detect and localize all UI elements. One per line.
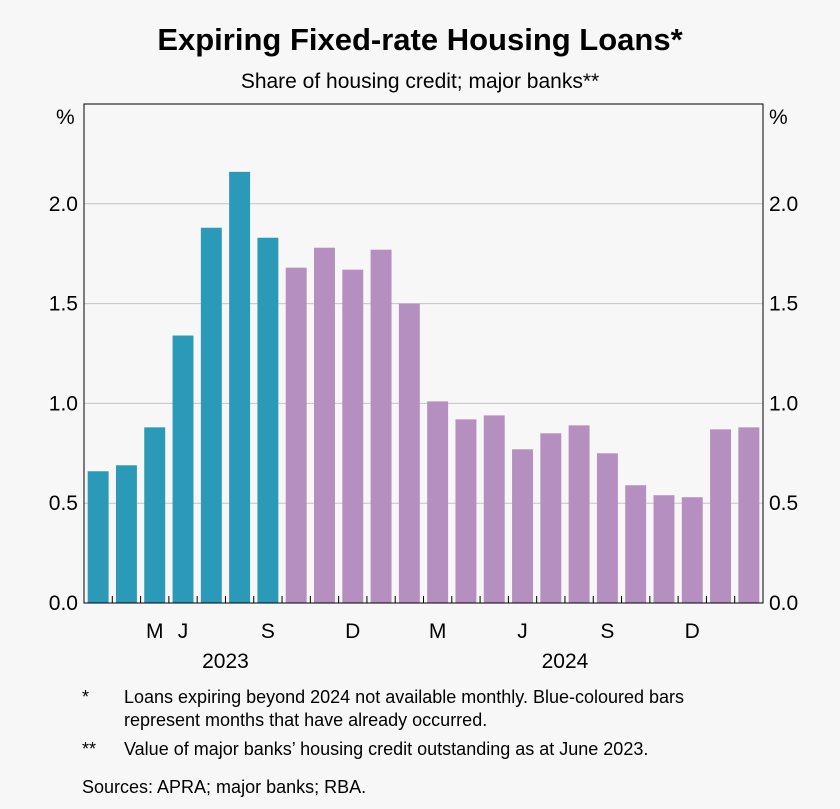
bar <box>596 453 618 603</box>
y-tick-label-right: 1.0 <box>769 392 798 415</box>
x-tick-label: S <box>600 620 614 643</box>
bar <box>455 419 477 603</box>
bar <box>398 303 420 603</box>
y-unit-right: % <box>769 106 788 129</box>
bar <box>427 401 449 603</box>
x-tick-label: D <box>345 620 360 643</box>
x-tick-label: S <box>261 620 275 643</box>
y-tick-label-right: 0.0 <box>769 592 798 615</box>
bar <box>229 171 251 603</box>
x-year-label: 2023 <box>202 650 249 673</box>
chart-title: Expiring Fixed-rate Housing Loans* <box>157 22 683 57</box>
footnote-1-mark: * <box>82 687 90 707</box>
x-tick-label: M <box>146 620 164 643</box>
y-tick-label-right: 1.5 <box>769 293 798 316</box>
x-year-label: 2024 <box>542 650 589 673</box>
y-unit-left: % <box>56 106 75 129</box>
x-tick-label: D <box>685 620 700 643</box>
sources: Sources: APRA; major banks; RBA. <box>82 777 367 797</box>
bar <box>483 415 505 603</box>
bar <box>738 427 760 603</box>
bar <box>710 429 732 603</box>
bar <box>681 497 703 603</box>
y-tick-label-left: 1.5 <box>49 293 78 316</box>
footnote-1: * Loans expiring beyond 2024 not availab… <box>82 686 744 732</box>
y-tick-label-left: 0.5 <box>49 492 78 515</box>
footnote-2: ** Value of major banks’ housing credit … <box>82 738 744 761</box>
y-tick-label-left: 1.0 <box>49 392 78 415</box>
y-tick-label-left: 2.0 <box>49 193 78 216</box>
footnotes: * Loans expiring beyond 2024 not availab… <box>82 686 744 761</box>
bar <box>115 465 137 603</box>
chart-subtitle: Share of housing credit; major banks** <box>240 70 600 93</box>
footnote-2-mark: ** <box>82 739 97 759</box>
y-tick-label-right: 0.5 <box>769 492 798 515</box>
bar <box>625 485 647 603</box>
gridlines <box>84 203 763 504</box>
bar <box>200 227 222 603</box>
footnote-1-text: Loans expiring beyond 2024 not available… <box>124 687 685 730</box>
bar <box>144 427 166 603</box>
bar <box>653 495 675 603</box>
bar <box>257 237 279 603</box>
x-tick-label: M <box>429 620 447 643</box>
x-tick-label: J <box>517 620 528 643</box>
chart: 0.0 0.00.5 0.51.0 1.01.5 1.52.0 2.0 M J S D M J S D2… <box>49 103 798 673</box>
y-tick-label-right: 2.0 <box>769 193 798 216</box>
y-tick-label-left: 0.0 <box>49 592 78 615</box>
bar <box>87 471 109 603</box>
bar <box>370 249 392 603</box>
bar <box>314 247 335 603</box>
footnote-2-text: Value of major banks’ housing credit out… <box>124 739 649 759</box>
bar <box>568 425 590 603</box>
x-tick-label: J <box>178 620 189 643</box>
bar <box>285 267 307 603</box>
bar <box>540 433 562 603</box>
y-axis: 0.0 0.0 0.5 0.5 1.0 1.0 1.5 1.5 2.0 2.0 <box>49 193 798 615</box>
bar <box>342 269 364 603</box>
bars <box>87 171 760 603</box>
bar <box>172 335 194 603</box>
bar <box>512 449 533 603</box>
